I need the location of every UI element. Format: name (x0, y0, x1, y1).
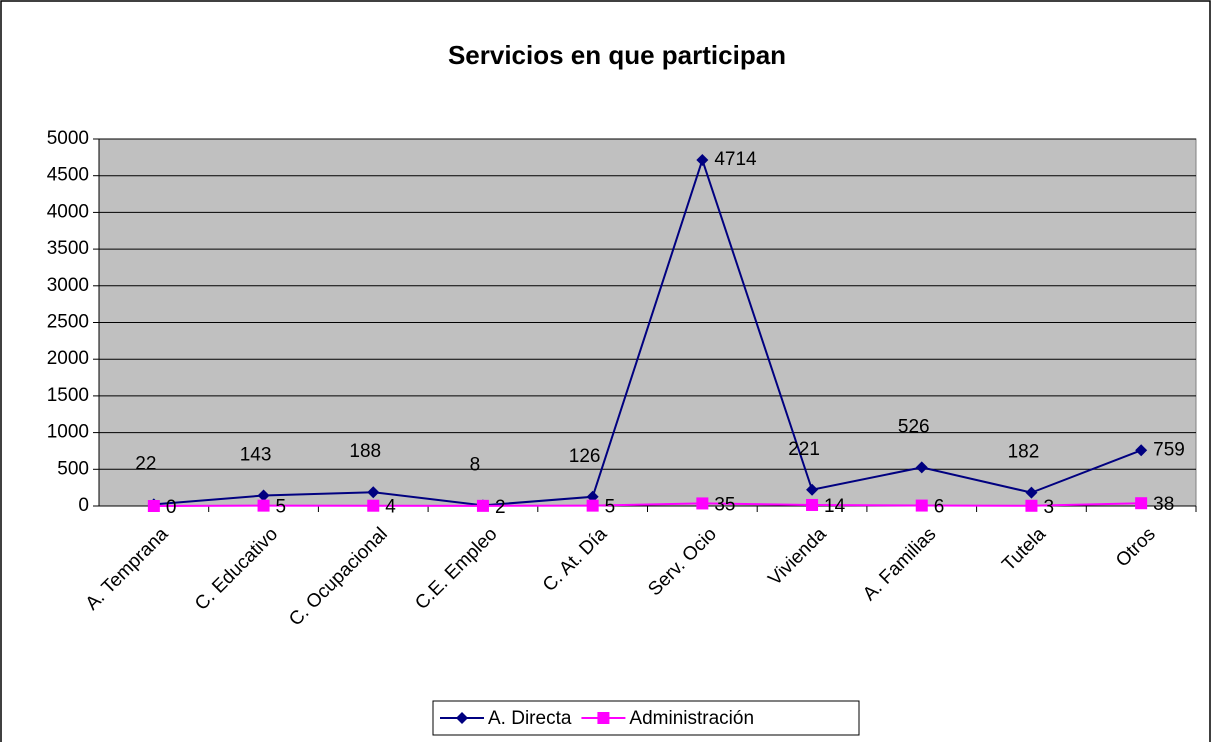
data-label: 4714 (714, 149, 757, 170)
legend-label: A. Directa (488, 708, 572, 729)
legend-marker (456, 712, 468, 724)
y-tick-label: 1500 (47, 385, 89, 406)
marker (806, 498, 819, 511)
data-label: 6 (934, 497, 945, 518)
y-tick-label: 1000 (47, 422, 89, 443)
y-tick-label: 4500 (47, 165, 89, 186)
data-label: 188 (349, 441, 381, 462)
marker (586, 499, 599, 512)
marker (696, 497, 709, 510)
y-tick-label: 5000 (47, 128, 89, 149)
marker (257, 489, 270, 502)
data-label: 526 (898, 416, 930, 437)
data-label: 22 (135, 453, 156, 474)
data-label: 221 (788, 439, 820, 460)
marker (806, 483, 819, 496)
legend-label: Administración (629, 708, 754, 729)
marker (257, 499, 270, 512)
marker (1135, 497, 1148, 510)
data-label: 143 (240, 445, 272, 466)
marker (1025, 499, 1038, 512)
chart-title: Servicios en que participan (448, 40, 786, 70)
marker (476, 499, 489, 512)
marker (1135, 444, 1148, 457)
data-label: 2 (495, 497, 506, 518)
data-label: 3 (1043, 497, 1054, 518)
y-tick-label: 4000 (47, 201, 89, 222)
data-label: 0 (166, 497, 177, 518)
data-label: 182 (1008, 442, 1040, 463)
y-tick-label: 0 (78, 495, 89, 516)
legend-marker (597, 712, 610, 724)
marker (915, 461, 928, 474)
data-label: 38 (1153, 494, 1174, 515)
marker (367, 499, 380, 512)
data-label: 14 (824, 496, 846, 517)
data-label: 759 (1153, 439, 1185, 460)
data-label: 5 (605, 497, 616, 518)
data-label: 5 (276, 497, 287, 518)
data-label: 35 (714, 494, 735, 515)
marker (367, 486, 380, 499)
series-line (153, 502, 1142, 507)
marker (915, 499, 928, 512)
legend: A. Directa Administración (432, 700, 860, 736)
y-tick-label: 2000 (47, 348, 89, 369)
data-label: 8 (470, 454, 481, 475)
data-label: 126 (569, 446, 601, 467)
marker (696, 153, 709, 166)
y-tick-label: 2500 (47, 312, 89, 333)
series-line (153, 156, 1142, 507)
legend-box (432, 700, 860, 736)
y-tick-label: 500 (57, 458, 89, 479)
y-tick-label: 3500 (47, 238, 89, 259)
data-label: 4 (385, 497, 396, 518)
marker (1025, 486, 1038, 499)
y-tick-label: 3000 (47, 275, 89, 296)
marker (147, 500, 160, 512)
